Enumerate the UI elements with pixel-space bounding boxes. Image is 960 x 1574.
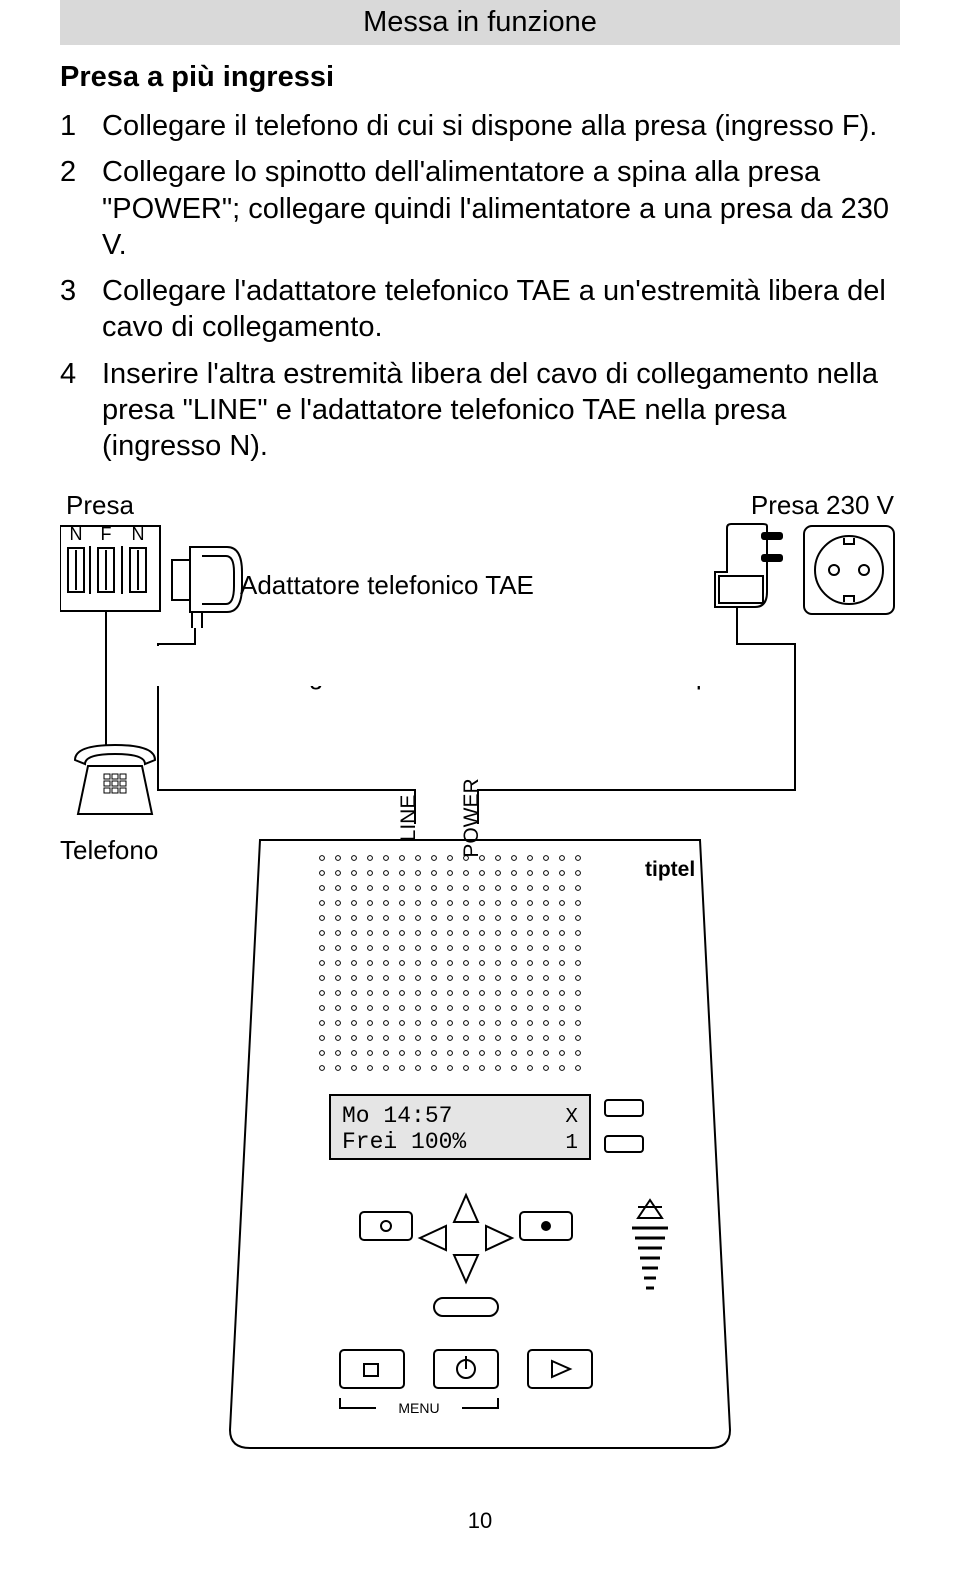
step-number: 4 bbox=[60, 356, 102, 465]
step-text: Inserire l'altra estremità libera del ca… bbox=[102, 356, 900, 465]
list-item: 2 Collegare lo spinotto dell'alimentator… bbox=[60, 154, 900, 263]
socket-letter-n2: N bbox=[132, 524, 145, 544]
header-title: Messa in funzione bbox=[60, 0, 900, 45]
button-small-1 bbox=[605, 1100, 643, 1116]
section-title: Presa a più ingressi bbox=[60, 61, 900, 94]
telephone-icon bbox=[75, 745, 155, 814]
step-text: Collegare il telefono di cui si dispone … bbox=[102, 108, 877, 144]
nav-cluster bbox=[360, 1195, 572, 1316]
step-number: 1 bbox=[60, 108, 102, 144]
power-adapter-plug bbox=[715, 524, 783, 622]
label-line: LINE bbox=[397, 795, 420, 842]
wall-outlet-230v bbox=[804, 526, 894, 614]
lcd-line2: Frei 100% bbox=[342, 1129, 466, 1155]
tiptel-device: tiptel Mo 14:57 Frei 100% X 1 bbox=[230, 840, 730, 1448]
socket-letter-n1: N bbox=[70, 524, 83, 544]
page-number: 10 bbox=[60, 1508, 900, 1534]
step-list: 1 Collegare il telefono di cui si dispon… bbox=[60, 108, 900, 464]
list-item: 1 Collegare il telefono di cui si dispon… bbox=[60, 108, 900, 144]
play-icon bbox=[552, 1361, 570, 1377]
lcd-line1: Mo 14:57 bbox=[342, 1103, 452, 1129]
step-text: Collegare l'adattatore telefonico TAE a … bbox=[102, 273, 900, 346]
socket-letter-f: F bbox=[101, 524, 112, 544]
label-power: POWER bbox=[460, 779, 483, 858]
stop-icon bbox=[364, 1364, 378, 1376]
brand-label: tiptel bbox=[645, 858, 695, 881]
bottom-buttons bbox=[340, 1350, 592, 1388]
lcd-right1: X bbox=[565, 1106, 578, 1129]
list-item: 3 Collegare l'adattatore telefonico TAE … bbox=[60, 273, 900, 346]
connection-diagram: Presa Presa 230 V Adattatore telefonico … bbox=[60, 490, 900, 1490]
step-number: 2 bbox=[60, 154, 102, 263]
list-item: 4 Inserire l'altra estremità libera del … bbox=[60, 356, 900, 465]
tae-adapter bbox=[172, 547, 242, 628]
lcd-right2: 1 bbox=[565, 1132, 578, 1155]
step-text: Collegare lo spinotto dell'alimentatore … bbox=[102, 154, 900, 263]
step-number: 3 bbox=[60, 273, 102, 346]
menu-bracket: MENU bbox=[340, 1398, 498, 1416]
menu-label: MENU bbox=[398, 1400, 439, 1416]
volume-control bbox=[632, 1200, 668, 1288]
wall-socket-nfn: N F N bbox=[60, 524, 160, 611]
diagram-svg: N F N bbox=[60, 490, 900, 1490]
button-small-2 bbox=[605, 1136, 643, 1152]
